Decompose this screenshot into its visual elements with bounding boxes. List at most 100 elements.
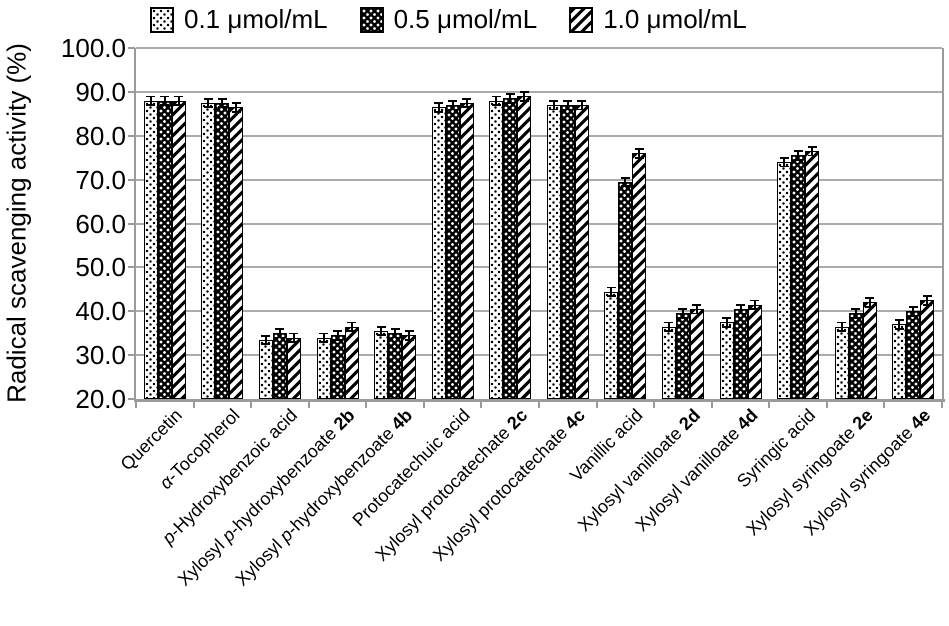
gridline-100: [136, 47, 942, 49]
error-bar-cap-top: [319, 332, 328, 335]
y-tick-label: 100.0: [60, 33, 126, 63]
bar-dots-light-4: [374, 330, 389, 399]
error-bar-cap-bottom: [261, 343, 271, 346]
bar-dots-dark-12: [848, 313, 863, 399]
error-bar-stem: [163, 95, 166, 106]
error-bar-cap-bottom: [692, 312, 702, 315]
bar-dots-light-11: [777, 162, 792, 399]
error-bar-stem: [797, 150, 800, 161]
error-bar-stem: [408, 330, 411, 341]
error-bar-cap-top: [434, 102, 444, 105]
error-bar-cap-bottom: [807, 154, 817, 157]
y-axis-tick: [128, 266, 135, 269]
gridline-50: [136, 266, 942, 269]
y-tick-label: 20.0: [75, 384, 126, 414]
legend-label: 1.0 μmol/mL: [603, 4, 747, 34]
bar-hatch-2: [286, 337, 301, 399]
error-bar-stem: [725, 317, 728, 328]
error-bar-cap-top: [376, 325, 386, 328]
error-bar-cap-bottom: [606, 295, 616, 297]
error-bar-cap-top: [549, 100, 559, 102]
bar-dots-dark-7: [560, 105, 575, 399]
error-bar-cap-top: [793, 150, 803, 153]
error-bar-stem: [739, 304, 742, 315]
error-bar-cap-bottom: [519, 99, 529, 102]
error-bar-cap-bottom: [779, 165, 789, 168]
error-bar-cap-top: [519, 91, 529, 94]
error-bar-cap-top: [908, 306, 918, 309]
error-bar-stem: [437, 102, 440, 113]
error-bar-stem: [336, 330, 339, 341]
error-bar-cap-bottom: [275, 336, 285, 339]
error-bar-cap-bottom: [865, 305, 875, 308]
error-bar-cap-top: [289, 332, 299, 335]
bar-dots-light-0: [143, 100, 158, 399]
bar-dots-light-9: [661, 326, 676, 399]
legend-swatch-icon: [569, 6, 594, 33]
error-bar-stem: [811, 146, 814, 157]
error-bar-cap-bottom: [837, 330, 847, 332]
x-axis-tick: [307, 402, 310, 408]
error-bar-cap-top: [261, 334, 271, 337]
error-bar-cap-top: [779, 157, 789, 159]
x-axis-tick: [825, 402, 828, 408]
error-bar-stem: [278, 328, 281, 339]
error-bar-cap-bottom: [577, 108, 587, 111]
bar-hatch-6: [517, 96, 532, 399]
x-axis-tick: [538, 402, 540, 408]
error-bar-stem: [207, 97, 210, 108]
bar-dots-dark-9: [675, 313, 690, 399]
bar-dots-dark-1: [215, 102, 230, 399]
x-axis-tick: [941, 402, 943, 408]
error-bar-cap-top: [807, 146, 817, 148]
error-bar-cap-top: [837, 321, 847, 324]
y-axis-tick: [128, 134, 135, 137]
y-axis-title: Radical scavenging activity (%): [1, 43, 32, 403]
error-bar-stem: [695, 304, 698, 315]
error-bar-cap-bottom: [750, 308, 759, 310]
y-axis-tick: [128, 398, 135, 400]
error-bar-cap-top: [462, 97, 472, 100]
error-bar-stem: [380, 325, 383, 336]
bar-hatch-13: [920, 300, 935, 399]
bar-dots-dark-5: [445, 105, 460, 399]
error-bar-stem: [509, 93, 512, 104]
error-bar-cap-bottom: [174, 104, 184, 106]
x-axis-tick: [768, 402, 771, 408]
bar-dots-light-13: [892, 324, 907, 399]
bar-hatch-0: [171, 100, 186, 399]
legend-label: 0.1 μmol/mL: [184, 4, 328, 34]
error-bar-stem: [465, 97, 468, 108]
y-axis-tick: [128, 354, 135, 357]
bar-hatch-8: [632, 153, 647, 399]
error-bar-stem: [149, 95, 152, 106]
bar-dots-light-8: [604, 291, 619, 399]
legend-item-0: 0.1 μmol/mL: [150, 4, 328, 35]
error-bar-cap-bottom: [491, 104, 501, 106]
y-axis-tick: [128, 90, 135, 93]
bar-dots-dark-2: [272, 333, 287, 399]
legend-item-2: 1.0 μmol/mL: [569, 4, 747, 35]
bar-hatch-10: [747, 304, 762, 399]
bar-dots-dark-4: [388, 333, 403, 399]
x-axis-tick: [595, 402, 598, 408]
error-bar-stem: [840, 321, 843, 332]
error-bar-cap-top: [865, 297, 875, 300]
error-bar-cap-bottom: [549, 108, 559, 111]
error-bar-cap-top: [160, 95, 170, 98]
error-bar-stem: [783, 157, 786, 168]
bar-dots-dark-8: [618, 181, 633, 399]
error-bar-cap-top: [851, 308, 861, 311]
error-bar-cap-bottom: [678, 316, 688, 319]
y-axis-tick: [128, 222, 135, 225]
error-bar-cap-bottom: [851, 316, 861, 319]
chart-legend: 0.1 μmol/mL 0.5 μmol/mL 1.0 μmol/mL: [150, 4, 747, 35]
error-bar-cap-top: [491, 95, 501, 98]
bar-dots-light-3: [316, 337, 331, 399]
x-axis-line: [133, 399, 945, 402]
error-bar-cap-bottom: [203, 106, 213, 109]
x-axis-tick: [135, 402, 137, 408]
error-bar-cap-bottom: [736, 312, 745, 315]
error-bar-cap-top: [333, 330, 342, 333]
